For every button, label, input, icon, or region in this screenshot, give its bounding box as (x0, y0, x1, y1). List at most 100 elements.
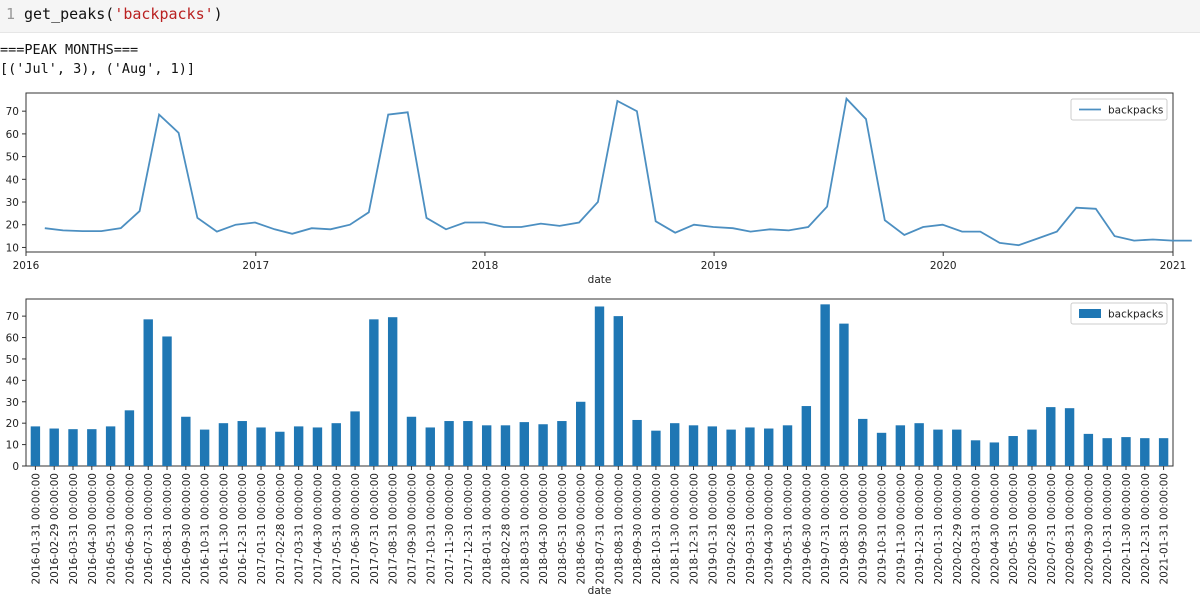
bar-chart: 0 10 20 30 40 50 60 70 2016-01-31 00:00:00 2016-0… (6, 298, 1174, 597)
output-result: [('Jul', 3), ('Aug', 1)] (0, 61, 196, 77)
bar (199, 429, 210, 466)
x-tick-label: 2018-04-30 00:00:00 (538, 473, 550, 585)
bar (1158, 438, 1169, 466)
bar (726, 429, 736, 466)
bar (312, 427, 323, 466)
x-tick-label: 2017-06-30 00:00:00 (350, 473, 362, 585)
y-tick-label: 20 (6, 220, 19, 232)
bar (895, 425, 906, 466)
bar (143, 319, 153, 466)
x-tick-label: 2019-02-28 00:00:00 (726, 473, 738, 585)
output-header: ===PEAK MONTHS=== (0, 42, 139, 58)
x-tick-label: 2020-03-31 00:00:00 (971, 473, 983, 585)
bar (30, 426, 41, 466)
x-tick-label: 2017-12-31 00:00:00 (463, 473, 475, 585)
series-line-backpacks (44, 96, 1192, 247)
bar (87, 429, 97, 466)
x-tick-label: 2018-01-31 00:00:00 (482, 473, 494, 585)
x-tick-label: 2019-08-31 00:00:00 (839, 473, 851, 585)
x-tick-label: 2020-05-31 00:00:00 (1008, 473, 1020, 585)
x-axis-label: date (588, 274, 612, 286)
code-function: get_peaks( (24, 5, 115, 23)
x-tick-label: 2019-03-31 00:00:00 (745, 473, 757, 585)
legend-label: backpacks (1108, 309, 1163, 321)
x-tick-label: 2016-10-31 00:00:00 (200, 473, 212, 585)
x-tick-label: 2018-02-28 00:00:00 (501, 473, 513, 585)
bar (688, 425, 699, 466)
x-tick-label: 2020-11-30 00:00:00 (1121, 473, 1133, 585)
legend-box (1070, 98, 1168, 121)
x-tick-label: 2017-10-31 00:00:00 (425, 473, 437, 585)
x-tick-label: 2019-06-30 00:00:00 (801, 473, 813, 585)
x-tick-label: 2017-08-31 00:00:00 (388, 473, 400, 585)
x-tick-label: 2017-07-31 00:00:00 (369, 473, 381, 585)
x-tick-label: 2019-01-31 00:00:00 (707, 473, 719, 585)
code-cell[interactable]: 1 get_peaks('backpacks') (0, 0, 1200, 33)
line-plot-frame (25, 92, 1174, 253)
bar (425, 427, 435, 466)
x-tick-label: 2018-08-31 00:00:00 (613, 473, 625, 585)
x-axis-label: date (588, 585, 612, 597)
bar (576, 401, 586, 466)
bar (237, 421, 247, 466)
x-tick-label: 2016 (13, 260, 40, 272)
bar (256, 427, 266, 466)
bar (876, 432, 887, 466)
bar (369, 319, 379, 466)
bar (387, 317, 398, 466)
x-tick-label: 2019-12-31 00:00:00 (914, 473, 926, 585)
bar (952, 429, 962, 466)
bar (557, 421, 567, 466)
x-tick-label: 2020-12-31 00:00:00 (1140, 473, 1152, 585)
bar (820, 304, 830, 466)
x-tick-label: 2016-05-31 00:00:00 (106, 473, 118, 585)
bar (1102, 438, 1112, 466)
x-tick-label: 2018-12-31 00:00:00 (689, 473, 701, 585)
bar (105, 426, 116, 466)
y-tick-label: 40 (6, 375, 19, 387)
x-tick-label: 2019-09-30 00:00:00 (858, 473, 870, 585)
x-tick-label: 2017-09-30 00:00:00 (407, 473, 419, 585)
bar (1027, 429, 1037, 466)
x-tick-label: 2020-04-30 00:00:00 (989, 473, 1001, 585)
x-tick-label: 2017-01-31 00:00:00 (256, 473, 268, 585)
x-tick-label: 2017-03-31 00:00:00 (294, 473, 306, 585)
bar (801, 406, 812, 466)
bar (538, 424, 548, 466)
x-tick-label: 2017-11-30 00:00:00 (444, 473, 456, 585)
y-tick-label: 20 (6, 418, 19, 430)
x-tick-label: 2018-05-31 00:00:00 (557, 473, 569, 585)
line-chart: 10 20 30 40 50 60 70 2016 2017 2018 2019 2020 2021 da… (6, 92, 1192, 286)
bar (745, 427, 755, 466)
x-tick-label: 2020-02-29 00:00:00 (952, 473, 964, 585)
x-tick-label: 2017-04-30 00:00:00 (313, 473, 325, 585)
x-tick-label: 2020-07-31 00:00:00 (1046, 473, 1058, 585)
x-tick-label: 2020-10-31 00:00:00 (1102, 473, 1114, 585)
bar (914, 423, 924, 466)
bar (49, 428, 59, 466)
bar (293, 426, 304, 466)
bar (406, 416, 417, 466)
bar (764, 428, 774, 466)
x-tick-label: 2020-01-31 00:00:00 (933, 473, 945, 585)
bar (162, 336, 172, 466)
bar (1046, 407, 1056, 466)
bar (481, 425, 492, 466)
bar (782, 425, 793, 466)
x-tick-label: 2019-10-31 00:00:00 (877, 473, 889, 585)
x-tick-label: 2019-07-31 00:00:00 (820, 473, 832, 585)
bar (670, 423, 680, 466)
code-line[interactable]: get_peaks('backpacks') (24, 5, 223, 23)
bar (989, 442, 1000, 466)
x-tick-label: 2019-11-30 00:00:00 (895, 473, 907, 585)
x-tick-label: 2019-04-30 00:00:00 (764, 473, 776, 585)
y-tick-label: 60 (6, 333, 19, 345)
x-tick-label: 2018-03-31 00:00:00 (519, 473, 531, 585)
x-tick-label: 2016-12-31 00:00:00 (237, 473, 249, 585)
bar (350, 411, 360, 466)
x-tick-label: 2016-03-31 00:00:00 (68, 473, 80, 585)
y-tick-label: 60 (6, 129, 19, 141)
x-tick-label: 2019 (701, 260, 728, 272)
y-tick-label: 50 (6, 152, 19, 164)
code-close-paren: ) (213, 5, 223, 23)
